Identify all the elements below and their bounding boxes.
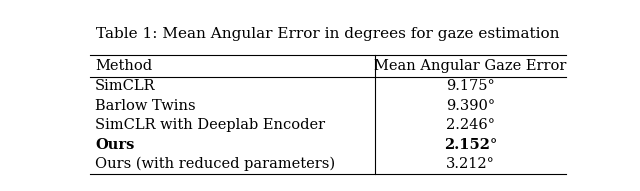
Text: 9.175°: 9.175° — [446, 79, 495, 93]
Text: SimCLR: SimCLR — [95, 79, 156, 93]
Text: 9.390°: 9.390° — [446, 99, 495, 113]
Text: Ours: Ours — [95, 138, 134, 151]
Text: Mean Angular Gaze Error: Mean Angular Gaze Error — [374, 59, 567, 73]
Text: 3.212°: 3.212° — [446, 157, 495, 171]
Text: Method: Method — [95, 59, 152, 73]
Text: 2.152°: 2.152° — [444, 138, 497, 151]
Text: 2.246°: 2.246° — [446, 118, 495, 132]
Text: Ours (with reduced parameters): Ours (with reduced parameters) — [95, 157, 335, 171]
Text: SimCLR with Deeplab Encoder: SimCLR with Deeplab Encoder — [95, 118, 325, 132]
Text: Barlow Twins: Barlow Twins — [95, 99, 195, 113]
Text: Table 1: Mean Angular Error in degrees for gaze estimation: Table 1: Mean Angular Error in degrees f… — [96, 27, 560, 41]
